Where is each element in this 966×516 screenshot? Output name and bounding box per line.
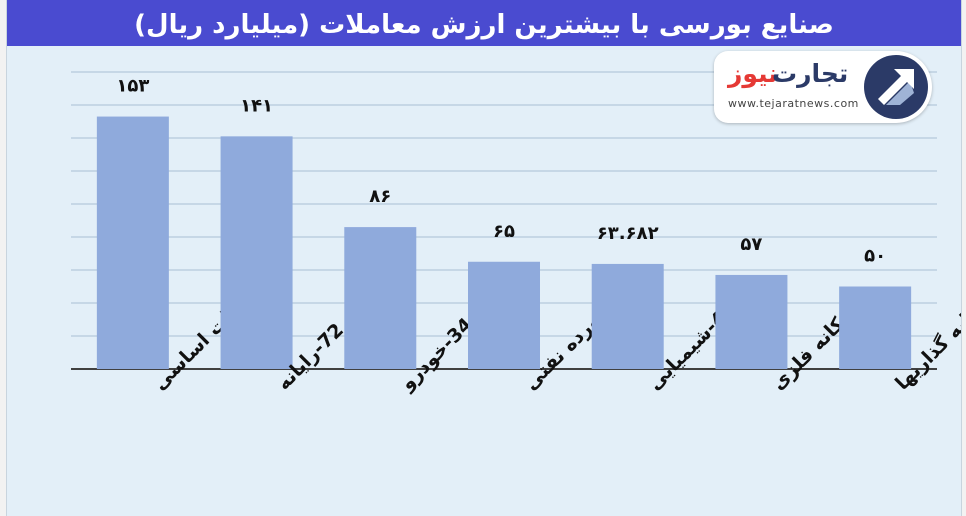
data-label: ۸۶ [369,186,391,207]
logo-emblem-icon [864,55,928,119]
chart-frame: ۱۵۳27-فلزات اساسی۱۴۱72-رایانه۸۶34-خودرو۶… [6,0,962,516]
data-label: ۵۰ [864,246,886,267]
data-label: ۵۷ [740,234,762,255]
logo-name-part1: تجارت [772,59,849,88]
bar [96,116,169,369]
tejaratnews-logo: نیوز تجارت www.tejaratnews.com [714,51,932,123]
logo-name-part2: نیوز [728,59,778,88]
bar [715,274,788,369]
chart-title: صنایع بورسی با بیشترین ارزش معاملات (میل… [134,10,834,40]
bar [839,286,912,369]
data-label: ۶۳.۶۸۲ [597,223,659,244]
bar [468,261,540,369]
bar [344,227,417,369]
title-bar: صنایع بورسی با بیشترین ارزش معاملات (میل… [7,0,961,46]
data-label: ۱۵۳ [116,76,149,97]
logo-url: www.tejaratnews.com [728,97,859,110]
bar [220,136,293,369]
data-label: ۱۴۱ [240,95,273,116]
bar [591,263,664,369]
bar-chart: ۱۵۳27-فلزات اساسی۱۴۱72-رایانه۸۶34-خودرو۶… [71,71,961,395]
data-label: ۶۵ [493,221,515,242]
